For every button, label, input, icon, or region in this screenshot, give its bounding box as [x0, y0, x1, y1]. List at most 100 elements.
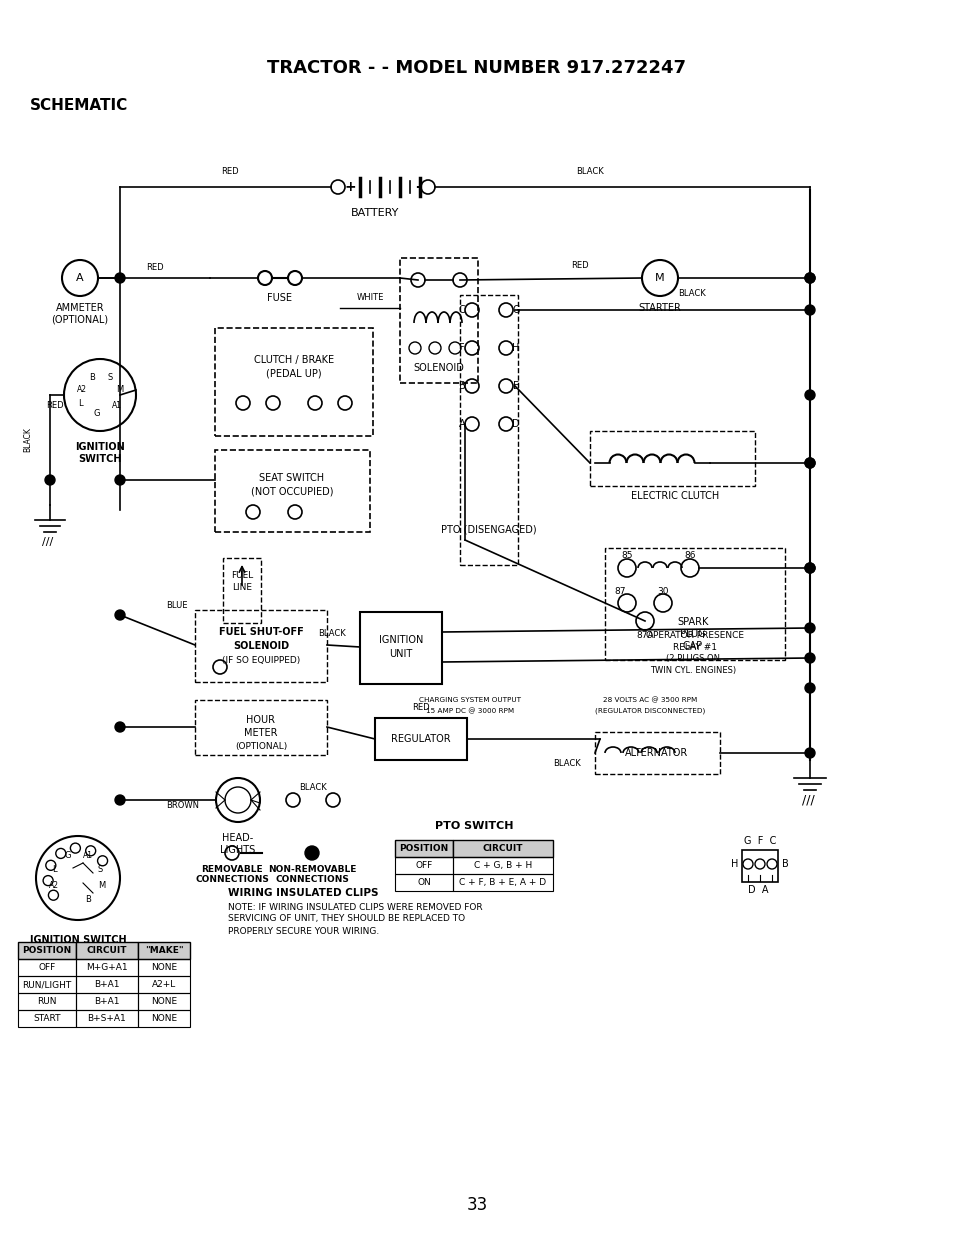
Text: TRACTOR - - MODEL NUMBER 917.272247: TRACTOR - - MODEL NUMBER 917.272247	[267, 59, 686, 77]
Text: BLACK: BLACK	[678, 290, 705, 299]
Text: 85: 85	[620, 550, 632, 560]
Bar	[453, 873, 553, 891]
Bar	[453, 840, 553, 857]
Text: S: S	[108, 373, 112, 382]
Text: PTO SWITCH: PTO SWITCH	[435, 821, 513, 831]
Text: B: B	[781, 859, 787, 869]
Text: CLUTCH / BRAKE: CLUTCH / BRAKE	[253, 356, 334, 366]
Text: HOUR: HOUR	[246, 715, 275, 725]
Text: (IF SO EQUIPPED): (IF SO EQUIPPED)	[222, 655, 300, 664]
Text: A1: A1	[83, 851, 92, 861]
Text: BROWN: BROWN	[167, 800, 199, 809]
Text: A: A	[458, 419, 465, 429]
Bar	[453, 857, 553, 873]
Text: SOLENOID: SOLENOID	[414, 363, 464, 373]
Text: FUSE: FUSE	[267, 292, 293, 304]
Bar	[214, 450, 370, 532]
Circle shape	[804, 563, 814, 572]
Bar	[375, 717, 467, 760]
Bar	[194, 700, 327, 755]
Text: A2+L: A2+L	[152, 980, 176, 989]
Text: START: START	[33, 1014, 61, 1023]
Text: CONNECTIONS: CONNECTIONS	[194, 876, 269, 885]
Bar	[76, 1010, 138, 1027]
Text: (PEDAL UP): (PEDAL UP)	[266, 369, 321, 379]
Text: AMMETER: AMMETER	[55, 304, 104, 313]
Text: SOLENOID: SOLENOID	[233, 641, 289, 650]
Bar	[18, 959, 76, 976]
Text: TWIN CYL. ENGINES): TWIN CYL. ENGINES)	[649, 665, 736, 674]
Text: 28 VOLTS AC @ 3500 RPM: 28 VOLTS AC @ 3500 RPM	[602, 696, 697, 704]
Text: RED: RED	[221, 167, 238, 176]
Bar	[214, 328, 373, 436]
Text: SCHEMATIC: SCHEMATIC	[30, 98, 128, 113]
Text: METER: METER	[244, 729, 277, 738]
Text: CIRCUIT: CIRCUIT	[87, 947, 127, 955]
Text: 15 AMP DC @ 3000 RPM: 15 AMP DC @ 3000 RPM	[425, 707, 514, 714]
Text: BLACK: BLACK	[576, 167, 603, 176]
Text: OPERATOR PRESENCE: OPERATOR PRESENCE	[645, 632, 743, 641]
Text: UNIT: UNIT	[389, 649, 413, 659]
Circle shape	[115, 475, 125, 484]
Text: IGNITION SWITCH: IGNITION SWITCH	[30, 935, 126, 945]
Text: (REGULATOR DISCONNECTED): (REGULATOR DISCONNECTED)	[595, 707, 704, 714]
Text: BLUE: BLUE	[166, 601, 188, 610]
Text: 87: 87	[614, 586, 625, 596]
Circle shape	[115, 273, 125, 282]
Text: NONE: NONE	[151, 1014, 177, 1023]
Text: ///: ///	[42, 536, 53, 546]
Bar	[194, 610, 327, 681]
Bar	[589, 431, 754, 486]
Text: B+A1: B+A1	[94, 997, 120, 1006]
Text: STARTER: STARTER	[638, 304, 680, 313]
Text: IGNITION: IGNITION	[75, 442, 125, 452]
Text: CHARGING SYSTEM OUTPUT: CHARGING SYSTEM OUTPUT	[418, 698, 520, 703]
Bar	[395, 840, 453, 857]
Text: G: G	[65, 851, 71, 861]
Text: (OPTIONAL): (OPTIONAL)	[51, 315, 109, 325]
Text: A2: A2	[77, 384, 87, 394]
Text: S: S	[97, 866, 103, 875]
Text: B: B	[458, 382, 465, 392]
Text: H: H	[512, 343, 519, 353]
Text: RELAY #1: RELAY #1	[672, 643, 717, 653]
Text: FUEL: FUEL	[231, 570, 253, 580]
Bar	[741, 850, 778, 882]
Text: NONE: NONE	[151, 997, 177, 1006]
Circle shape	[804, 458, 814, 468]
Text: BLACK: BLACK	[553, 760, 580, 768]
Circle shape	[804, 273, 814, 282]
Circle shape	[305, 846, 318, 860]
Text: NONE: NONE	[151, 963, 177, 973]
Text: ///: ///	[801, 793, 814, 807]
Text: (2 PLUGS ON: (2 PLUGS ON	[665, 653, 720, 663]
Text: GAP: GAP	[682, 641, 702, 650]
Text: E: E	[513, 382, 518, 392]
Bar	[18, 1010, 76, 1027]
Bar	[459, 295, 517, 565]
Text: PROPERLY SECURE YOUR WIRING.: PROPERLY SECURE YOUR WIRING.	[228, 927, 379, 935]
Circle shape	[804, 458, 814, 468]
Text: HEAD-: HEAD-	[222, 833, 253, 843]
Circle shape	[804, 683, 814, 693]
Text: B+S+A1: B+S+A1	[88, 1014, 126, 1023]
Text: G: G	[512, 305, 519, 315]
Circle shape	[115, 795, 125, 805]
Text: B+A1: B+A1	[94, 980, 120, 989]
Bar	[76, 959, 138, 976]
Text: CIRCUIT: CIRCUIT	[482, 844, 522, 852]
Text: 86: 86	[683, 550, 695, 560]
Text: D  A: D A	[747, 885, 767, 895]
Circle shape	[804, 273, 814, 282]
Bar	[223, 558, 261, 623]
Text: -: -	[415, 180, 420, 195]
Text: BLACK: BLACK	[317, 629, 346, 638]
Text: A: A	[76, 273, 84, 282]
Text: M+G+A1: M+G+A1	[86, 963, 128, 973]
Text: SEAT SWITCH: SEAT SWITCH	[259, 473, 324, 483]
Bar	[76, 976, 138, 992]
Text: NOTE: IF WIRING INSULATED CLIPS WERE REMOVED FOR: NOTE: IF WIRING INSULATED CLIPS WERE REM…	[228, 902, 482, 912]
Text: RED: RED	[146, 264, 164, 273]
Bar	[18, 942, 76, 959]
Text: SERVICING OF UNIT, THEY SHOULD BE REPLACED TO: SERVICING OF UNIT, THEY SHOULD BE REPLAC…	[228, 914, 465, 923]
